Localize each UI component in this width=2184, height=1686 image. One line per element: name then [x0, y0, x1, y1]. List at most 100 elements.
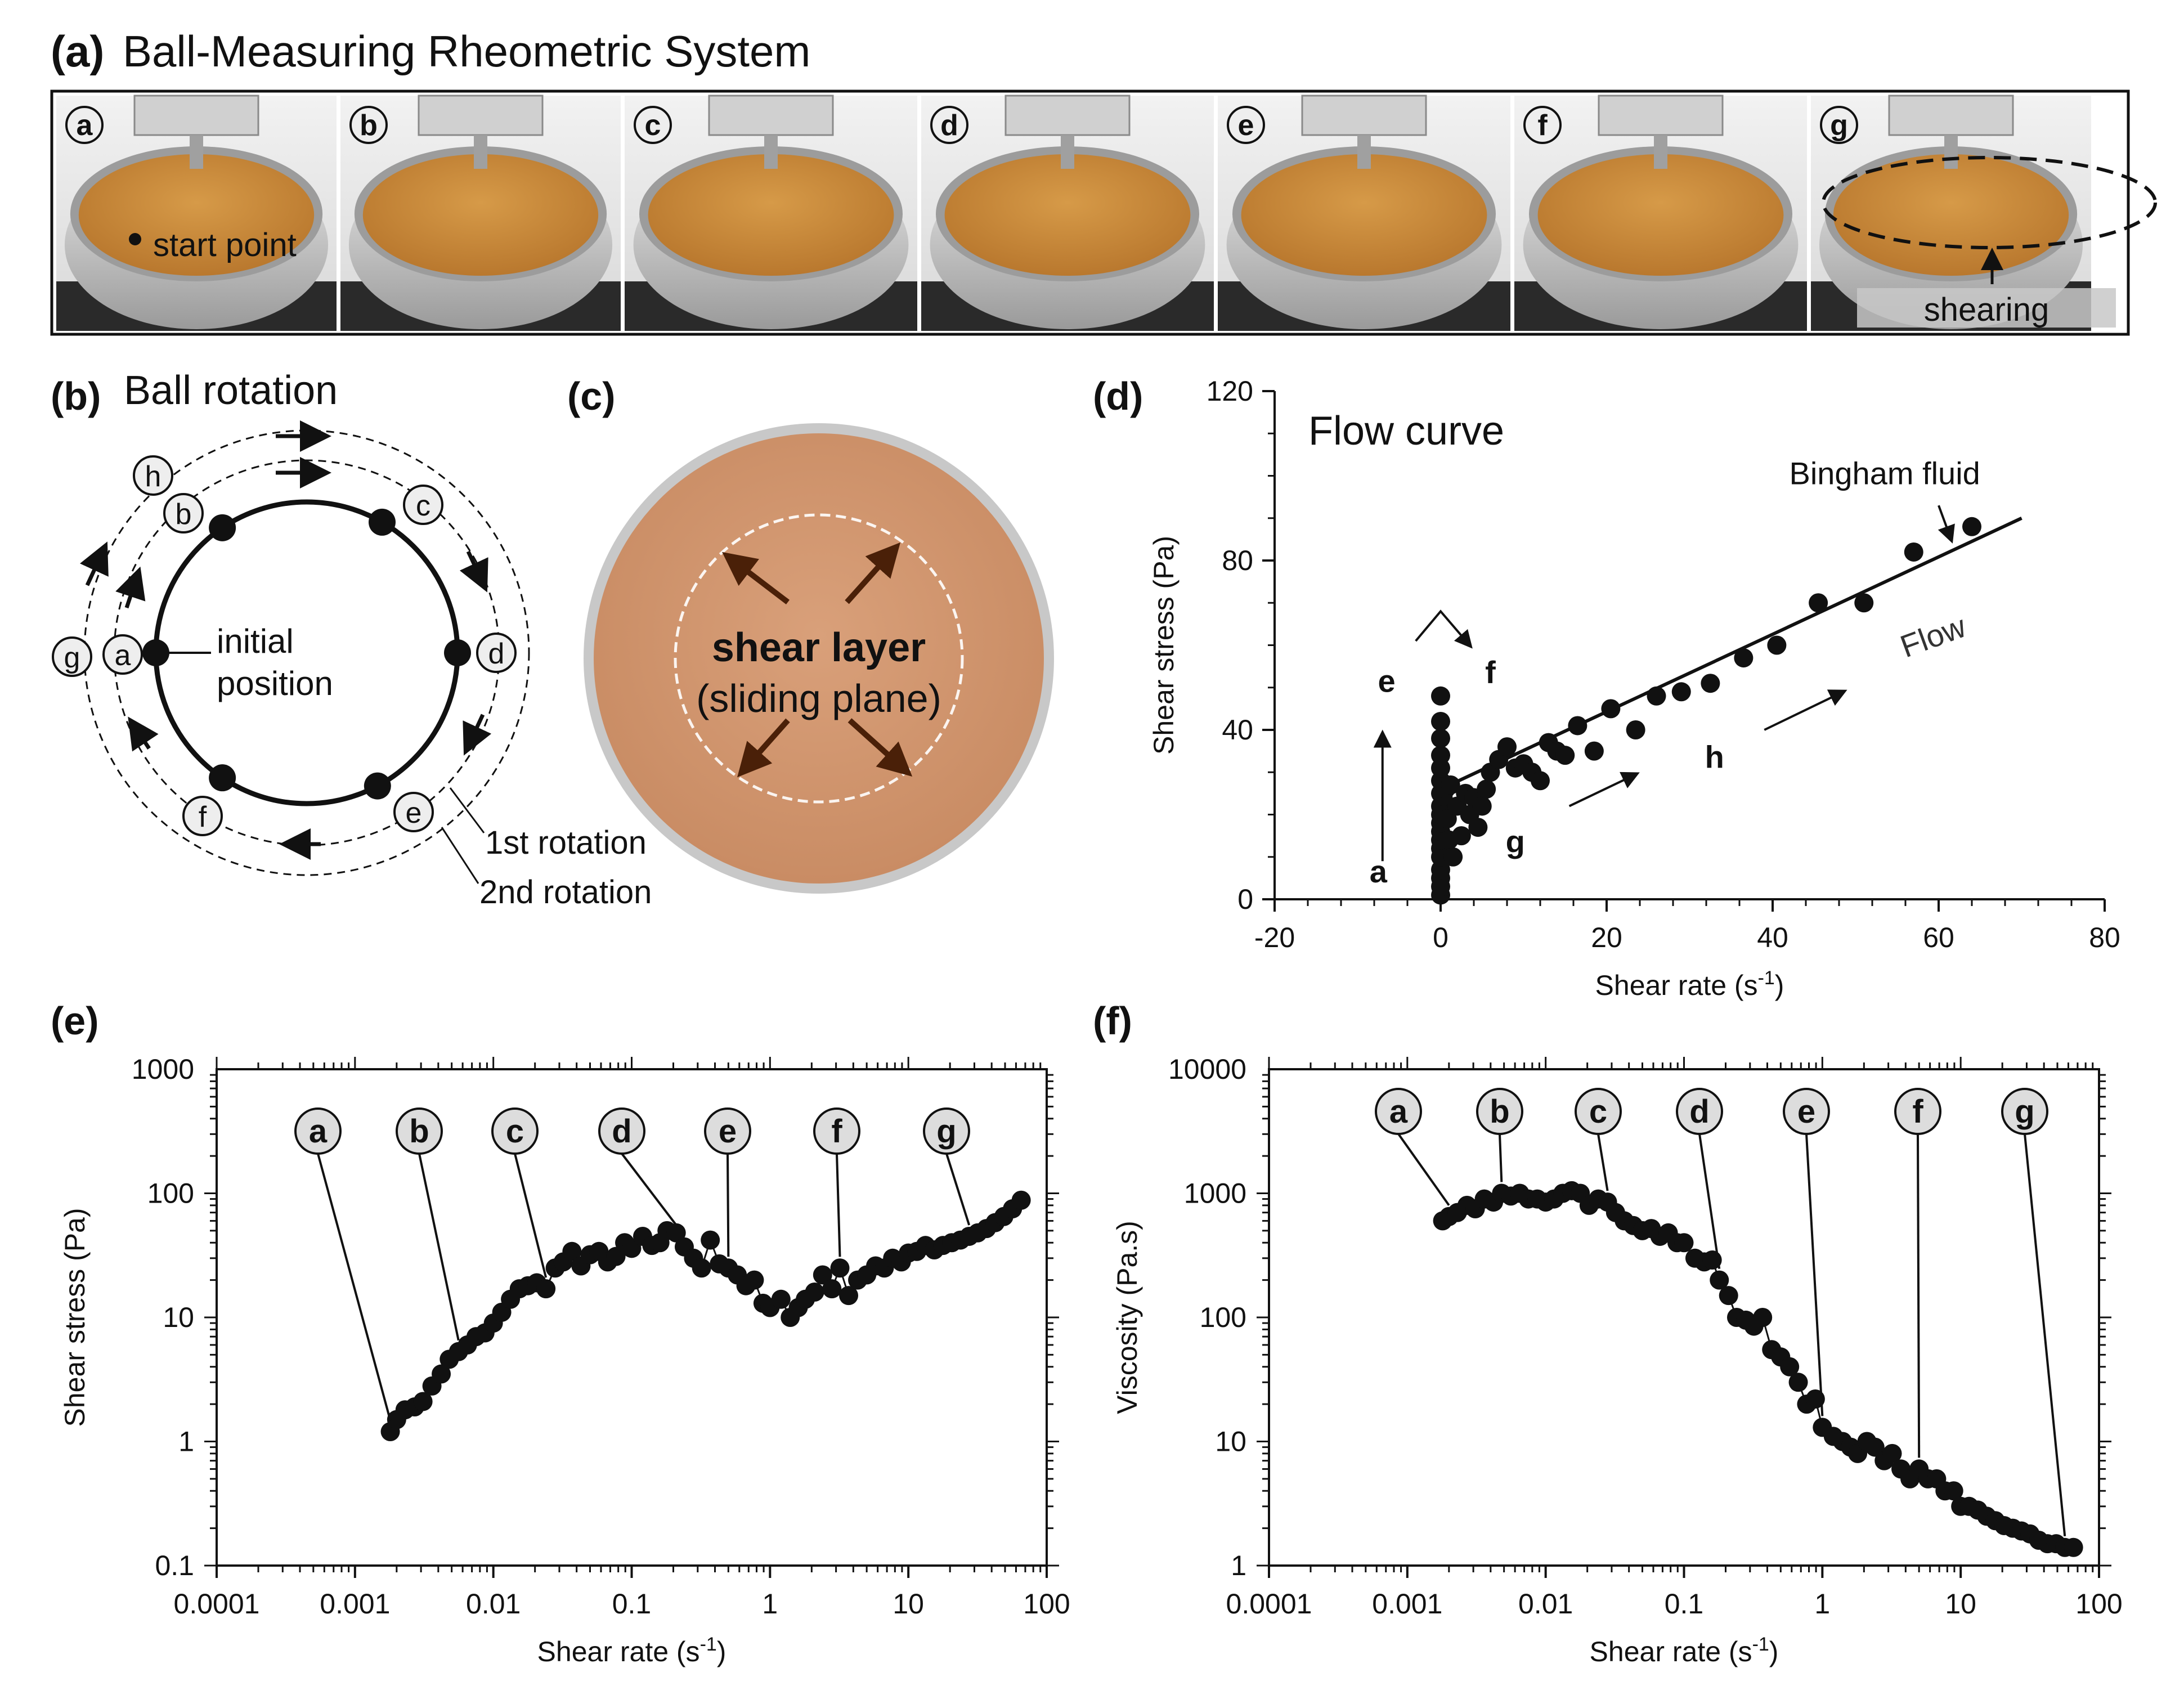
data-point: [1719, 1286, 1738, 1306]
y-tick-label: 10: [1215, 1426, 1246, 1458]
frame-letter-circle: [634, 106, 672, 144]
flow-arrow-1: [1568, 772, 1640, 808]
panel-e: (e) 0.0001 0.001 0.01 0.1 1 10 100 0.1 1 10 100 100…: [51, 999, 1070, 1667]
y-tick-label: 10000: [1168, 1053, 1246, 1085]
y-tick-label: 100: [147, 1178, 194, 1209]
frame-letter: g: [1830, 109, 1848, 142]
marker-leader-c: [514, 1153, 548, 1278]
frame-letter-circle: [1820, 106, 1858, 144]
frame-letter: c: [645, 109, 661, 142]
data-point: [1780, 1357, 1800, 1376]
annotation-f: f: [1485, 654, 1496, 690]
y-tick-label: 10: [163, 1302, 194, 1333]
data-point: [1904, 542, 1923, 562]
position-circle-g: [52, 636, 92, 677]
panel-c: (c) shear layer (sliding plane): [567, 374, 1054, 894]
photo-frame-e: e: [1218, 95, 1510, 331]
x-tick-label: 0.01: [1518, 1588, 1573, 1620]
data-point: [432, 1364, 451, 1384]
data-point: [413, 1392, 433, 1411]
data-point: [813, 1265, 832, 1285]
marker-leader-f: [1917, 1133, 1921, 1458]
position-circle-e: [393, 792, 434, 832]
data-point: [1788, 1373, 1808, 1392]
frame-letter: a: [77, 109, 93, 142]
shearing-label-box: [1857, 288, 2116, 328]
data-point: [1441, 775, 1460, 795]
shear-arrow-3: [847, 718, 913, 777]
rotation-arrow-3: [463, 714, 492, 756]
data-point: [666, 1223, 686, 1243]
x-tick-label: 0.001: [1372, 1588, 1442, 1620]
rheometer-shaft: [190, 135, 203, 169]
frame-letter: e: [1238, 109, 1254, 142]
marker-circle-g: [923, 1107, 970, 1155]
data-point: [771, 1289, 791, 1309]
flow-label: Flow: [1896, 608, 1971, 665]
rheometer-head: [1301, 95, 1427, 136]
plot-frame: [1268, 1068, 2100, 1567]
x-axis-label: Shear rate (s-1): [537, 1634, 726, 1667]
panel-a-frame-border: [50, 89, 2130, 336]
x-tick-label: 20: [1591, 922, 1622, 953]
panel-e-label: (e): [51, 999, 99, 1043]
ball-dot-2: [369, 508, 396, 536]
position-circle-f: [182, 796, 223, 836]
y-tick-label: 0: [1237, 884, 1253, 915]
annotation-ef-arrow: [1415, 609, 1473, 649]
ball-positions: [142, 508, 471, 800]
y-tick-label: 0.1: [155, 1550, 194, 1581]
start-point-dot: [129, 233, 141, 245]
x-tick-label: 80: [2089, 922, 2120, 953]
x-axis-label-exp: -1: [1758, 967, 1775, 989]
position-letter-d: d: [488, 638, 505, 670]
rheometer-shaft: [1357, 135, 1371, 169]
x-axis-label-end: ): [1775, 970, 1784, 1001]
data-point: [839, 1286, 859, 1306]
data-point: [1710, 1270, 1729, 1290]
frame-letter: d: [940, 109, 958, 142]
y-tick-label: 1: [1231, 1550, 1246, 1581]
first-rotation-leader: [449, 787, 485, 833]
marker-leader-b: [418, 1153, 460, 1341]
marker-letter-e: e: [1797, 1093, 1815, 1130]
data-point: [1431, 729, 1450, 748]
position-letter-a: a: [115, 639, 131, 672]
data-point: [692, 1258, 711, 1278]
x-tick-label: 40: [1757, 922, 1788, 953]
position-circle-d: [476, 633, 517, 673]
rheometer-shaft: [764, 135, 778, 169]
rotation-arrows: [79, 420, 492, 860]
position-circle-h: [133, 455, 173, 496]
data-point: [1701, 674, 1720, 693]
marker-leader-d: [1698, 1133, 1721, 1269]
panel-b-title: Ball rotation: [124, 368, 338, 413]
data-point: [1555, 746, 1575, 765]
x-tick-label: 0: [1433, 922, 1448, 953]
data-point: [1531, 771, 1550, 791]
chart-title: Flow curve: [1308, 409, 1504, 454]
data-point: [1854, 593, 1874, 613]
marker-circle-c: [491, 1107, 539, 1155]
marker-letter-f: f: [831, 1113, 842, 1150]
marker-leader-a: [1397, 1133, 1450, 1206]
ball-dot-3: [444, 639, 471, 666]
marker-letter-a: a: [1389, 1093, 1408, 1130]
annotation-h: h: [1705, 739, 1724, 775]
panel-a: (a) Ball-Measuring Rheometric System a b c…: [50, 26, 2157, 336]
rheometer-shaft: [1061, 135, 1074, 169]
annotation-a: a: [1370, 854, 1388, 889]
data-point: [606, 1246, 626, 1266]
marker-circle-f: [1894, 1088, 1941, 1135]
y-axis-label: Shear stress (Pa): [1148, 536, 1180, 755]
y-tick-label: 1000: [132, 1053, 194, 1085]
rheometer-head: [418, 95, 544, 136]
panel-f-label: (f): [1093, 999, 1132, 1043]
frame-letter-circle: [930, 106, 968, 144]
frame-letter-circle: [65, 106, 104, 144]
second-rotation-label: 2nd rotation: [479, 874, 652, 911]
y-tick-label: 100: [1200, 1302, 1246, 1333]
position-circle-a: [102, 634, 143, 675]
marker-letter-c: c: [1589, 1093, 1607, 1130]
